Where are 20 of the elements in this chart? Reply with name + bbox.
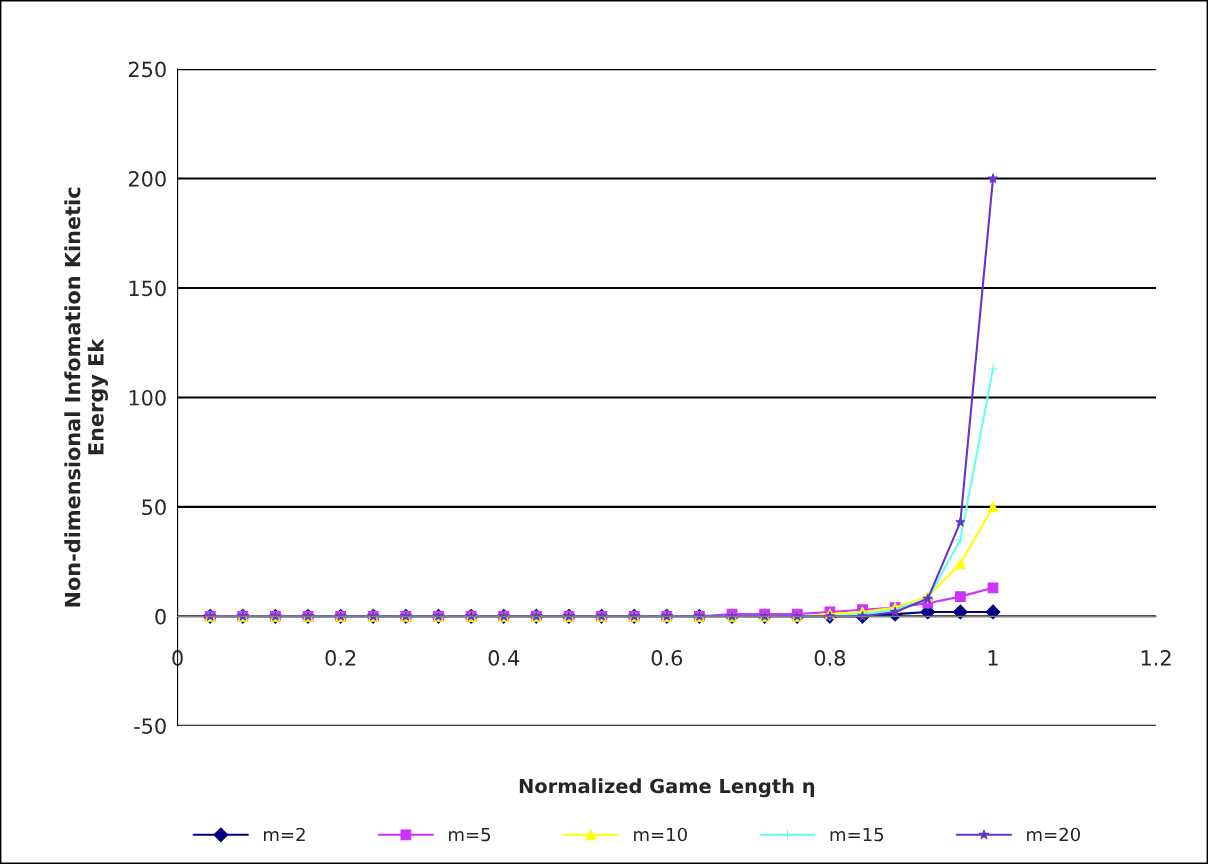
legend-label: m=20	[1027, 827, 1080, 842]
legend-label: m=10	[634, 827, 687, 842]
x-tick-label: 1.2	[1141, 650, 1171, 666]
x-tick-label: 0.4	[488, 650, 520, 666]
x-axis-title: Normalized Game Length η	[519, 778, 815, 798]
y-tick-label: 150	[129, 280, 166, 297]
y-tick-label: 100	[129, 389, 166, 406]
x-tick-label: 0.6	[651, 650, 683, 666]
x-tick-label: 0.2	[325, 650, 356, 666]
legend-label: m=2	[264, 827, 305, 842]
y-tick-label: 50	[142, 499, 166, 516]
y-tick-label: 200	[128, 171, 166, 187]
y-axis-title: Non-dimensional Infomation Kinetic Energy Ek	[64, 187, 108, 607]
legend-label: m=5	[449, 827, 491, 842]
y-tick-label: 250	[128, 61, 166, 78]
x-tick-label: 1	[988, 650, 998, 666]
x-tick-label: 0.8	[814, 650, 846, 666]
y-tick-label: 0	[155, 608, 166, 625]
legend-label: m=15	[830, 827, 884, 842]
y-tick-label: -50	[134, 718, 166, 734]
